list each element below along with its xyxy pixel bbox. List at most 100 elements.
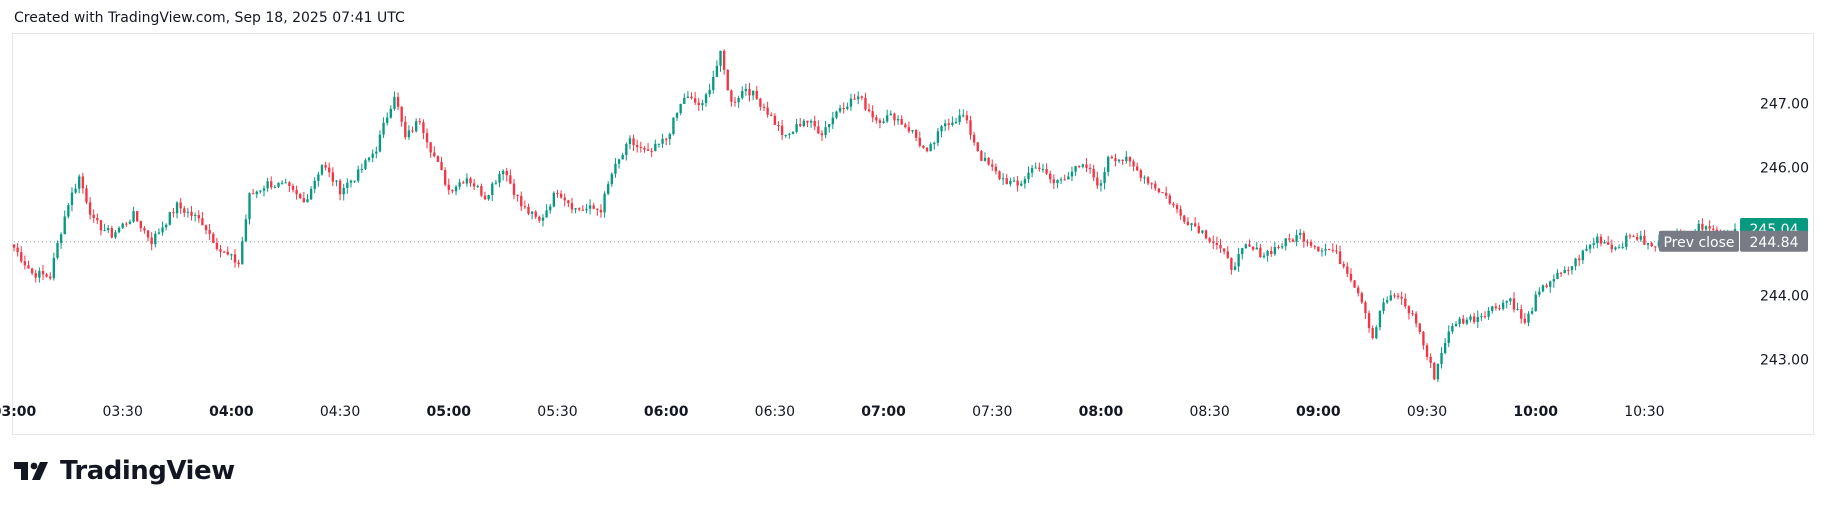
candle-body xyxy=(1096,177,1099,186)
x-tick-label: 08:00 xyxy=(1079,404,1124,420)
candle-body xyxy=(1389,295,1392,301)
candle-body xyxy=(759,98,762,107)
candle-body xyxy=(838,108,842,112)
candle-body xyxy=(1708,226,1711,229)
candle-body xyxy=(222,251,226,253)
candle xyxy=(853,93,856,100)
candle-body xyxy=(237,262,240,265)
candle-body xyxy=(487,194,490,200)
candle xyxy=(425,128,429,149)
candle xyxy=(183,206,186,218)
candle-body xyxy=(820,133,824,136)
candle xyxy=(773,113,777,126)
candle xyxy=(871,105,874,123)
candle xyxy=(168,211,171,226)
candle xyxy=(983,152,987,162)
x-tick-label: 07:00 xyxy=(861,404,906,420)
candle-body xyxy=(1541,285,1545,292)
candle xyxy=(1255,241,1258,250)
candle xyxy=(835,110,838,120)
candle xyxy=(1501,299,1505,311)
candle-body xyxy=(172,212,175,214)
candle-body xyxy=(911,130,914,132)
candle-body xyxy=(157,232,161,234)
candle xyxy=(360,163,364,174)
candle-body xyxy=(422,122,425,134)
candle xyxy=(23,255,27,270)
candle-body xyxy=(1494,306,1498,309)
candle-body xyxy=(914,130,918,138)
candle-body xyxy=(320,165,324,175)
candle-body xyxy=(1447,331,1450,343)
candle xyxy=(958,109,961,125)
candle xyxy=(1146,176,1150,186)
candle-body xyxy=(563,197,566,201)
candle-body xyxy=(1259,247,1262,257)
candle xyxy=(1251,246,1255,251)
candle xyxy=(770,112,773,117)
candle-body xyxy=(853,98,856,100)
candle-body xyxy=(1088,167,1092,169)
candle xyxy=(632,134,635,152)
candle-body xyxy=(338,180,342,195)
candle xyxy=(1556,269,1559,280)
candle xyxy=(52,252,56,281)
candle xyxy=(1016,176,1019,192)
candle xyxy=(1657,234,1661,249)
candle-body xyxy=(1273,247,1277,255)
candle xyxy=(788,132,791,139)
candle xyxy=(715,60,719,78)
candle xyxy=(1201,230,1204,235)
candle-body xyxy=(929,144,932,152)
candle-body xyxy=(364,160,367,170)
candle xyxy=(1534,291,1537,312)
candle xyxy=(81,172,85,194)
candle xyxy=(817,120,820,134)
candle-body xyxy=(766,107,769,115)
candle xyxy=(1523,313,1527,325)
candle xyxy=(154,231,157,248)
candle xyxy=(1107,155,1110,177)
candle xyxy=(1299,228,1302,240)
candle-body xyxy=(1324,249,1327,251)
candle-body xyxy=(1143,177,1146,179)
candle xyxy=(1295,229,1298,247)
candle xyxy=(574,208,577,214)
candle xyxy=(1436,363,1440,382)
candle xyxy=(875,114,878,124)
candle xyxy=(668,132,671,145)
candle xyxy=(516,194,519,202)
candle xyxy=(1585,244,1588,252)
candle xyxy=(683,93,686,105)
candle xyxy=(570,197,574,214)
prev-close-value: 244.84 xyxy=(1750,235,1799,251)
candle xyxy=(534,210,537,220)
candle xyxy=(1302,230,1306,248)
candle-body xyxy=(1588,244,1592,249)
candle-body xyxy=(251,193,255,195)
candle-body xyxy=(1190,223,1193,226)
candle-body xyxy=(16,247,19,253)
candle xyxy=(929,142,932,152)
candle-body xyxy=(1179,209,1182,216)
candle-body xyxy=(280,182,284,184)
candle-body xyxy=(697,102,700,106)
candle xyxy=(1646,242,1650,250)
candle-body xyxy=(871,111,874,118)
candle-body xyxy=(425,133,429,143)
candle-body xyxy=(918,137,921,146)
candle-body xyxy=(846,106,849,109)
candle xyxy=(480,183,483,198)
tradingview-logo[interactable]: TradingView xyxy=(14,456,235,486)
candle-body xyxy=(1657,240,1661,247)
candle xyxy=(1527,311,1530,327)
candle xyxy=(962,109,965,118)
candle-body xyxy=(951,122,954,125)
candle xyxy=(498,171,501,188)
candle xyxy=(1212,235,1215,250)
candle-body xyxy=(1396,295,1400,297)
candle xyxy=(820,130,824,141)
candle xyxy=(654,139,657,152)
candle-body xyxy=(610,173,613,185)
